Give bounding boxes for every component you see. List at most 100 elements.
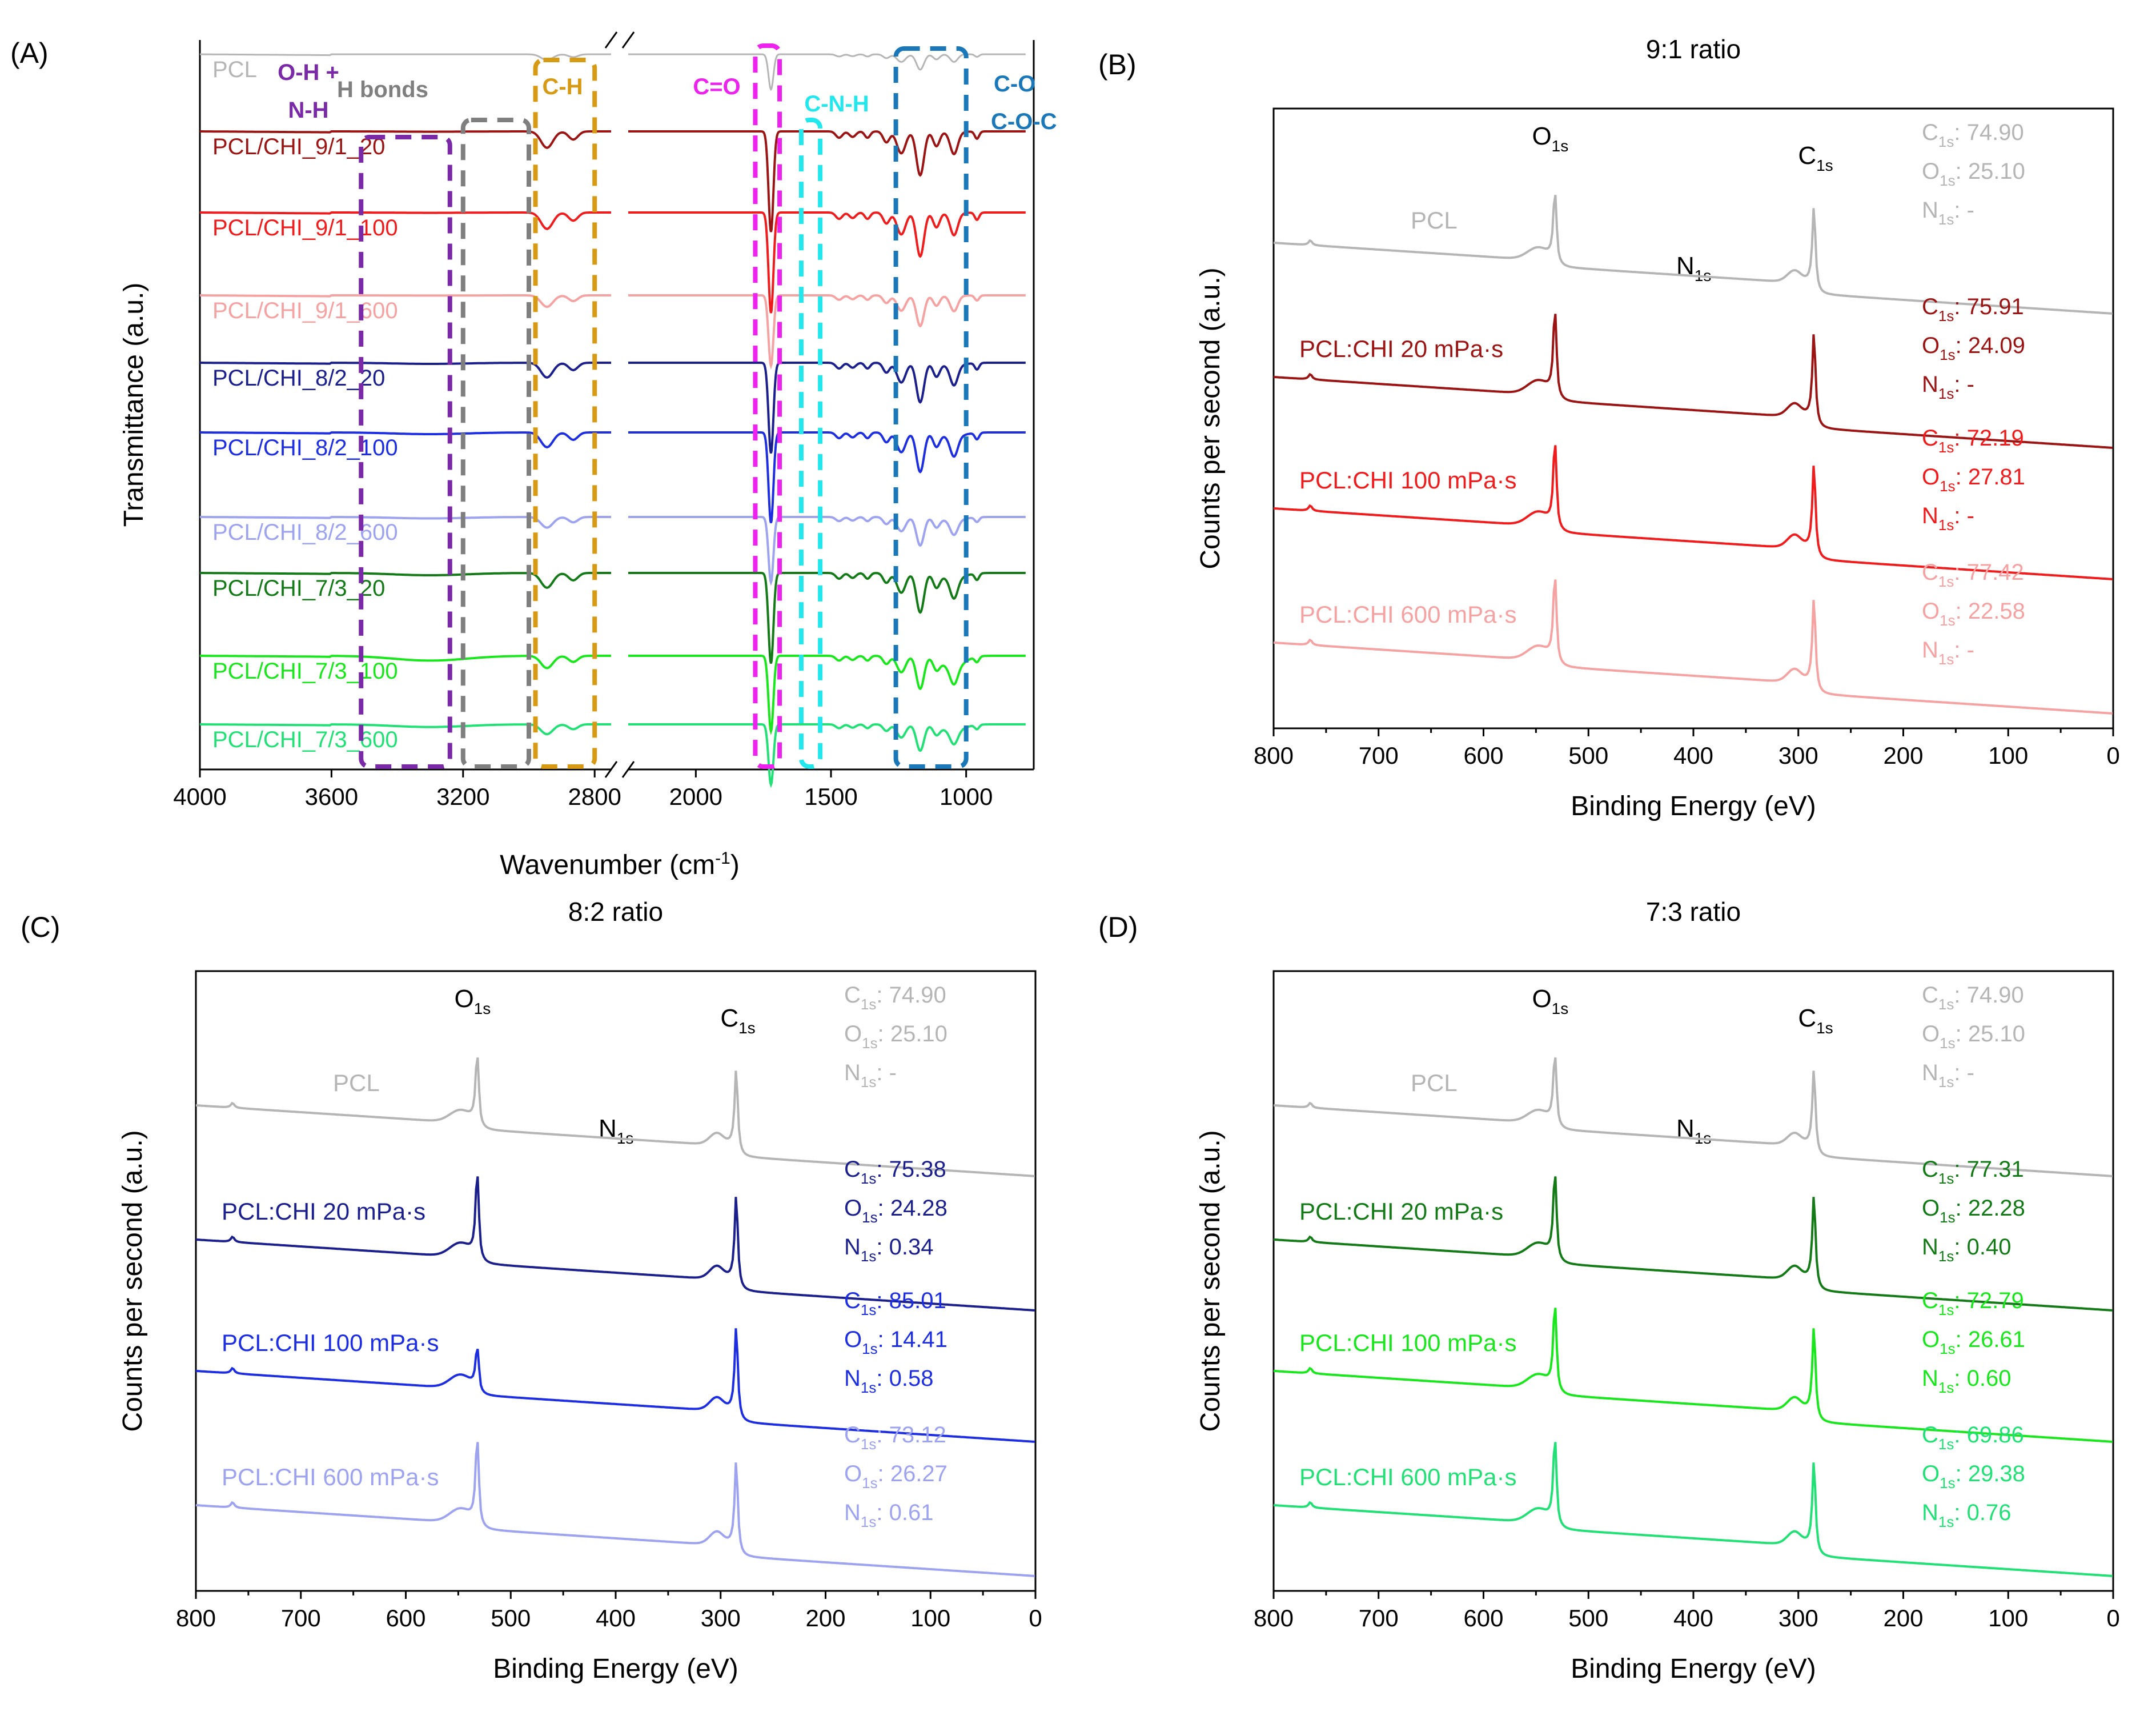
peak-label-sub: 1s [738,1019,756,1037]
composition-value: : 0.76 [1954,1500,2011,1525]
ftir-spectrum [200,516,1026,586]
ftir-spectrum-line [628,130,1026,232]
x-tick-label: 500 [1568,1605,1608,1631]
composition-value: : 22.58 [1956,599,2025,624]
panel-b-xlabel: Binding Energy (eV) [1571,791,1816,821]
x-tick-label: 3200 [436,783,489,810]
x-label-superscript: -1 [715,849,730,868]
ftir-spectrum [200,211,1026,314]
region-label2-c-o: C-O-C [991,109,1057,134]
x-tick-label: 100 [910,1605,950,1631]
xps-spectrum-line [1273,445,2113,580]
composition-value: : 27.81 [1956,464,2025,490]
x-tick-label: 800 [176,1605,216,1631]
x-tick-label: 400 [596,1605,636,1631]
composition-value: : 77.31 [1954,1157,2023,1182]
axis-break-mark [604,31,618,49]
ftir-spectrum-line [200,294,611,308]
ftir-spectrum-line [628,655,1026,736]
ftir-spectrum [200,655,1026,736]
composition-value: : 0.60 [1954,1366,2011,1391]
ftir-spectrum [200,361,1026,454]
panel-c: (C) 8:2 ratio 800 700 600 500 400 300 200 100 0 Bin… [21,897,1042,1684]
ftir-spectrum [200,130,1026,232]
composition-sub: 1s [1938,1073,1954,1090]
x-tick-label: 0 [1029,1605,1042,1631]
panel-d-title: 7:3 ratio [1646,897,1741,927]
x-tick-label: 1000 [940,783,993,810]
composition-value: : 26.27 [878,1461,947,1486]
composition-o1s: O1s: 24.09 [1922,333,2025,363]
composition-value: : 75.91 [1954,294,2023,319]
xps-spectrum-line [1273,1442,2113,1577]
xps-sample-label: PCL:CHI 20 mPa·s [1299,1198,1503,1225]
panel-b-letter: (B) [1098,49,1137,81]
panel-d-ylabel: Counts per second (a.u.) [1195,1130,1226,1432]
composition-sub: 1s [1940,612,1955,629]
x-tick-label: 1500 [804,783,857,810]
composition-sub: 1s [861,1301,876,1318]
composition-value: : 25.10 [1956,1021,2025,1047]
xps-spectrum-line [1273,1308,2113,1443]
composition-sub: 1s [1938,1436,1954,1453]
x-tick-label: 400 [1673,742,1713,769]
ftir-spectrum-line [628,362,1026,454]
ftir-spectrum [200,431,1026,523]
ftir-spectrum-line [200,516,611,529]
region-box-h-bonds [460,118,531,769]
x-tick-label: 200 [1883,1605,1923,1631]
composition-sub: 1s [1938,516,1954,534]
xps-sample-label: PCL:CHI 100 mPa·s [222,1329,439,1356]
composition-o1s: O1s: 26.61 [1922,1327,2025,1357]
composition-value: : 0.34 [876,1234,933,1260]
composition-n1s: N1s: 0.61 [844,1500,933,1530]
panel-a-ylabel: Transmittance (a.u.) [119,283,149,527]
panel-c-ylabel: Counts per second (a.u.) [118,1130,148,1432]
xps-spectrum-line [195,1057,1035,1177]
xps-spectrum-line [1273,1057,2113,1177]
composition-sub: 1s [1938,573,1954,590]
xps-spectrum-line [1273,314,2113,449]
composition-sub: 1s [1940,346,1955,363]
x-tick-label: 3600 [305,783,358,810]
composition-sub: 1s [1940,1035,1955,1052]
x-tick-label: 800 [1254,1605,1294,1631]
composition-sub: 1s [861,1379,876,1396]
peak-label-sub: 1s [1816,157,1833,174]
region-label-c-n-h: C-N-H [804,91,869,117]
composition-value: : 72.79 [1954,1288,2023,1313]
peak-label-sub: 1s [474,1000,491,1017]
composition-sub: 1s [1938,1301,1954,1318]
ftir-series-label: PCL/CHI_8/2_20 [212,366,385,391]
composition-value: : - [1954,1060,1974,1085]
composition-sub: 1s [862,1035,877,1052]
x-tick-label: 700 [281,1605,321,1631]
ftir-spectrum-line [200,431,611,448]
composition-value: : 0.58 [876,1366,933,1391]
composition-sub: 1s [861,1248,876,1265]
composition-sub: 1s [1938,1248,1954,1265]
composition-value: : - [1954,638,1974,663]
ftir-series-label: PCL/CHI_8/2_600 [212,520,398,545]
region-label2-oh-nh: N-H [288,98,328,123]
x-tick-label: 400 [1673,1605,1713,1631]
composition-sub: 1s [862,1474,877,1492]
x-tick-label: 100 [1988,1605,2028,1631]
axis-break-mark [621,761,635,778]
panel-c-letter: (C) [21,911,60,943]
x-tick-label: 200 [805,1605,845,1631]
panel-d-letter: (D) [1098,911,1138,943]
xps-sample-label: PCL:CHI 20 mPa·s [1299,335,1503,362]
xps-sample-label: PCL [1411,207,1458,234]
composition-sub: 1s [1940,1209,1955,1226]
composition-value: : 29.38 [1956,1461,2025,1486]
composition-sub: 1s [1938,211,1954,228]
panel-a-letter: (A) [10,37,49,69]
panel-c-xlabel: Binding Energy (eV) [493,1654,738,1684]
composition-sub: 1s [1938,651,1954,668]
composition-value: : - [1954,372,1974,397]
x-tick-label: 200 [1883,742,1923,769]
panel-a: (A) 4000 3600 3200 2800 2000 1500 1000 Wavenumbe… [10,31,1057,880]
region-label-c-o-double: C=O [693,74,740,99]
panel-b-title: 9:1 ratio [1646,34,1741,64]
